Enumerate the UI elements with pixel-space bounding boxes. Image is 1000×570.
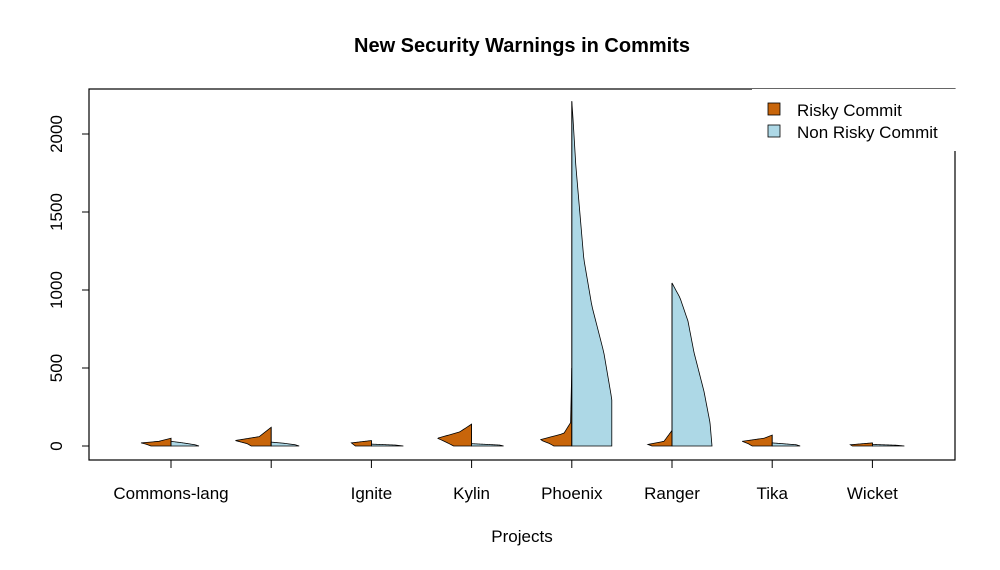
violin-risky — [849, 442, 873, 447]
y-tick-label: 500 — [47, 354, 66, 382]
violin-risky — [539, 367, 573, 447]
legend-swatch-non-risky — [767, 124, 781, 138]
violin-non-risky — [771, 442, 801, 447]
x-tick-label: Tika — [756, 484, 788, 503]
y-axis: 0 500 1000 1500 2000 — [47, 115, 90, 451]
x-tick-label: Wicket — [847, 484, 898, 503]
violin-risky — [140, 437, 172, 447]
legend-swatch-risky — [767, 102, 781, 116]
violin-non-risky — [671, 282, 713, 447]
legend-background — [752, 89, 962, 151]
violin-risky — [437, 423, 472, 447]
violin-risky — [646, 429, 673, 447]
violin-non-risky — [471, 443, 504, 447]
y-tick-label: 0 — [47, 441, 66, 450]
violin-risky — [234, 426, 272, 447]
y-tick-label: 1500 — [47, 193, 66, 231]
violin-non-risky — [571, 101, 613, 447]
x-tick-label: Ignite — [351, 484, 393, 503]
violin-non-risky — [270, 441, 300, 447]
x-tick-label: Kylin — [453, 484, 490, 503]
violin-non-risky — [872, 444, 905, 447]
violin-risky — [742, 434, 773, 447]
y-tick-label: 2000 — [47, 115, 66, 153]
violins-group — [140, 101, 905, 447]
legend-label-risky: Risky Commit — [797, 101, 902, 120]
x-tick-label: Ranger — [644, 484, 700, 503]
legend-label-non-risky: Non Risky Commit — [797, 123, 938, 142]
violin-non-risky — [371, 443, 404, 447]
x-tick-label: Commons-lang — [113, 484, 228, 503]
violin-risky — [350, 440, 372, 447]
x-axis-label: Projects — [491, 527, 552, 546]
y-tick-label: 1000 — [47, 271, 66, 309]
chart-title: New Security Warnings in Commits — [354, 35, 690, 57]
legend: Risky Commit Non Risky Commit — [752, 89, 962, 151]
violin-non-risky — [170, 440, 200, 447]
x-tick-label: Phoenix — [541, 484, 603, 503]
x-axis: Commons-lang Ignite Kylin Phoenix Ranger Tika… — [113, 460, 898, 503]
